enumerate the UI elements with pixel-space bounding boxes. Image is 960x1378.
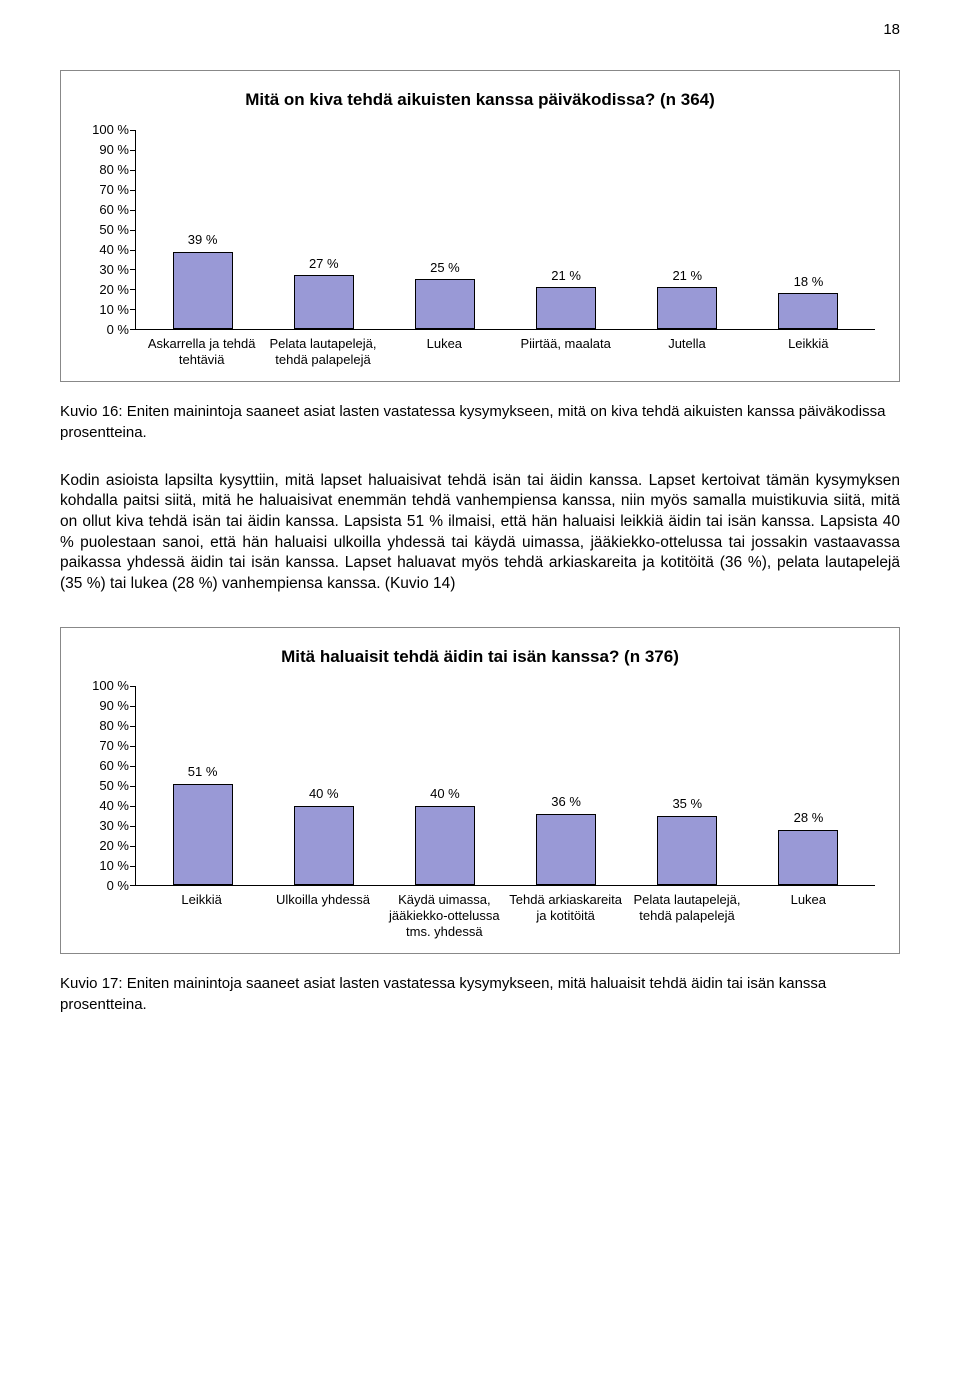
x-axis-label: Ulkoilla yhdessä	[262, 886, 383, 939]
x-axis-label: Tehdä arkiaskareita ja kotitöitä	[505, 886, 626, 939]
bar-value-label: 27 %	[309, 255, 339, 273]
bar-value-label: 40 %	[309, 785, 339, 803]
bar	[778, 293, 838, 329]
chart-2-plot: 51 % 40 % 40 % 36 % 35 % 28 %	[135, 686, 875, 886]
bar-value-label: 25 %	[430, 259, 460, 277]
chart-2-yaxis: 100 %90 %80 %70 %60 %50 %40 %30 %20 %10 …	[92, 686, 135, 886]
bar-wrap: 21 %	[627, 130, 748, 329]
chart-2-title: Mitä haluaisit tehdä äidin tai isän kans…	[85, 646, 875, 669]
bar	[536, 287, 596, 329]
bar	[778, 830, 838, 886]
chart-2-xaxis: LeikkiäUlkoilla yhdessäKäydä uimassa, jä…	[135, 886, 875, 939]
x-axis-label: Jutella	[626, 330, 747, 367]
bar-wrap: 35 %	[627, 686, 748, 885]
chart-1: Mitä on kiva tehdä aikuisten kanssa päiv…	[60, 70, 900, 382]
caption-1: Kuvio 16: Eniten mainintoja saaneet asia…	[60, 402, 900, 443]
caption-2: Kuvio 17: Eniten mainintoja saaneet asia…	[60, 974, 900, 1015]
bar-value-label: 39 %	[188, 231, 218, 249]
bar-value-label: 18 %	[794, 273, 824, 291]
bar	[415, 806, 475, 886]
bar-wrap: 36 %	[506, 686, 627, 885]
bar-wrap: 27 %	[263, 130, 384, 329]
bar	[657, 816, 717, 886]
x-axis-label: Pelata lautapelejä, tehdä palapelejä	[262, 330, 383, 367]
body-paragraph: Kodin asioista lapsilta kysyttiin, mitä …	[60, 471, 900, 595]
bar-wrap: 25 %	[384, 130, 505, 329]
page-number: 18	[60, 20, 900, 40]
bar-wrap: 51 %	[142, 686, 263, 885]
bar	[536, 814, 596, 886]
bar	[294, 275, 354, 329]
bar-value-label: 21 %	[551, 267, 581, 285]
bar-value-label: 36 %	[551, 793, 581, 811]
bar-wrap: 21 %	[506, 130, 627, 329]
bar-value-label: 21 %	[672, 267, 702, 285]
bar-value-label: 40 %	[430, 785, 460, 803]
bar-value-label: 51 %	[188, 763, 218, 781]
chart-1-xaxis: Askarrella ja tehdä tehtäviäPelata lauta…	[135, 330, 875, 367]
bar	[657, 287, 717, 329]
x-axis-label: Askarrella ja tehdä tehtäviä	[141, 330, 262, 367]
x-axis-label: Leikkiä	[748, 330, 869, 367]
bar-wrap: 39 %	[142, 130, 263, 329]
bar-value-label: 35 %	[672, 795, 702, 813]
bar	[173, 784, 233, 885]
chart-1-title: Mitä on kiva tehdä aikuisten kanssa päiv…	[85, 89, 875, 112]
bar-wrap: 28 %	[748, 686, 869, 885]
bar	[415, 279, 475, 329]
x-axis-label: Lukea	[748, 886, 869, 939]
bar	[294, 806, 354, 886]
bar-wrap: 40 %	[263, 686, 384, 885]
bar-value-label: 28 %	[794, 809, 824, 827]
chart-1-yaxis: 100 %90 %80 %70 %60 %50 %40 %30 %20 %10 …	[92, 130, 135, 330]
bar-wrap: 40 %	[384, 686, 505, 885]
x-axis-label: Leikkiä	[141, 886, 262, 939]
x-axis-label: Käydä uimassa, jääkiekko-ottelussa tms. …	[384, 886, 505, 939]
bar	[173, 252, 233, 330]
x-axis-label: Piirtää, maalata	[505, 330, 626, 367]
chart-1-plot: 39 % 27 % 25 % 21 % 21 % 18 %	[135, 130, 875, 330]
chart-2: Mitä haluaisit tehdä äidin tai isän kans…	[60, 627, 900, 955]
x-axis-label: Lukea	[384, 330, 505, 367]
x-axis-label: Pelata lautapelejä, tehdä palapelejä	[626, 886, 747, 939]
bar-wrap: 18 %	[748, 130, 869, 329]
